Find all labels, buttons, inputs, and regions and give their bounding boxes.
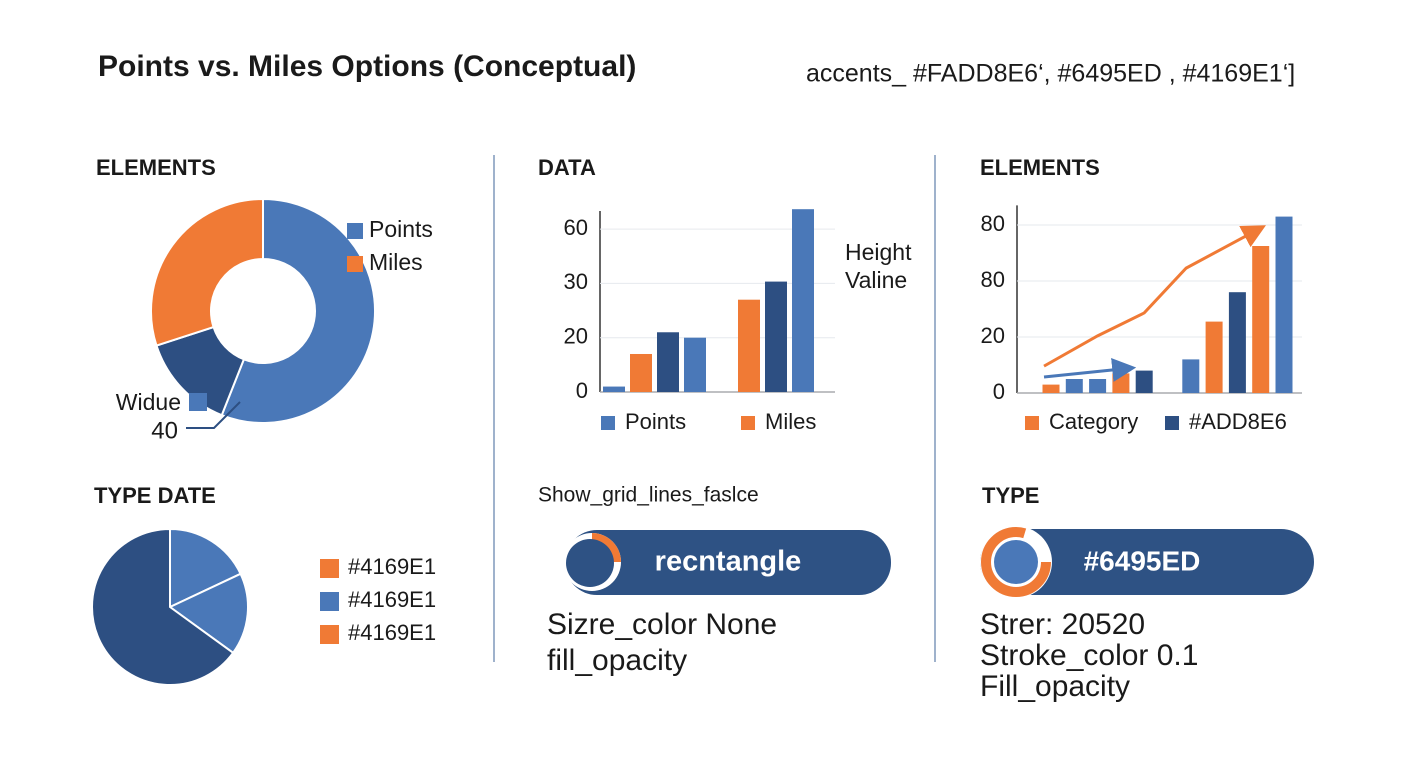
bar [603, 386, 625, 392]
pill [565, 530, 891, 595]
legend-label: Category [1049, 409, 1138, 434]
legend-swatch [347, 256, 363, 272]
pill [980, 529, 1314, 595]
body-text: Fill_opacity [980, 670, 1130, 703]
legend-label: #4169E1 [348, 554, 436, 579]
bar [1042, 384, 1060, 393]
accents: accents_ #FADD8E6‘, #6495ED , #4169E1‘] [806, 60, 1295, 88]
callout-value: 40 [151, 417, 178, 444]
legend-label: Miles [765, 409, 816, 434]
y-axis-label: Height [845, 239, 912, 265]
bar [1065, 379, 1083, 393]
bar [765, 281, 787, 392]
y-tick-label: 20 [981, 323, 1005, 348]
y-tick-label: 80 [981, 267, 1005, 292]
trend-line [1043, 358, 1137, 382]
legend-label: Points [625, 409, 686, 434]
legend-swatch [347, 223, 363, 239]
legend-label: Points [369, 216, 433, 242]
bar [684, 337, 706, 392]
slice [169, 527, 242, 609]
slice [150, 197, 264, 347]
section-title: DATA [538, 155, 596, 180]
legend-swatch [1025, 416, 1039, 430]
bar [1205, 321, 1223, 393]
callout-swatch [189, 393, 207, 411]
caption: Show_grid_lines_faslce [538, 484, 759, 507]
slice [91, 527, 235, 686]
y-tick-label: 80 [981, 211, 1005, 236]
bar [1252, 246, 1270, 393]
section-title: TYPE DATE [94, 483, 216, 508]
bar [738, 299, 760, 392]
section-title: TYPE [982, 483, 1039, 508]
callout-line [186, 401, 241, 429]
pill-label: #6495ED [1084, 545, 1201, 576]
legend-swatch [741, 416, 755, 430]
slice [220, 197, 376, 424]
legend-swatch [320, 625, 339, 644]
pill-dot [994, 540, 1038, 584]
legend-label: #4169E1 [348, 587, 436, 612]
bar [792, 209, 814, 392]
body-text: Sizre_color None [547, 608, 777, 641]
y-tick-label: 30 [564, 269, 588, 294]
body-text: fill_opacity [547, 644, 687, 677]
y-tick-label: 20 [564, 324, 588, 349]
bar [657, 332, 679, 392]
legend-swatch [320, 559, 339, 578]
bar [1135, 370, 1153, 393]
pill-label: recntangle [655, 546, 802, 578]
body-text: Stroke_color 0.1 [980, 639, 1198, 672]
trend-line [1043, 225, 1266, 368]
bar [1182, 359, 1200, 393]
pill-ring-accent [981, 527, 1051, 597]
title: Points vs. Miles Options (Conceptual) [98, 50, 636, 83]
y-axis-label: Valine [845, 267, 907, 293]
y-tick-label: 0 [993, 379, 1005, 404]
bar [1089, 379, 1107, 393]
legend-label: #4169E1 [348, 620, 436, 645]
legend-label: Miles [369, 249, 423, 275]
legend-swatch [601, 416, 615, 430]
section-title: ELEMENTS [980, 155, 1100, 180]
legend-swatch [320, 592, 339, 611]
legend-label: #ADD8E6 [1189, 409, 1287, 434]
callout-label: Widue [116, 389, 181, 415]
body-text: Strer: 20520 [980, 608, 1145, 641]
legend-swatch [1165, 416, 1179, 430]
section-title: ELEMENTS [96, 155, 216, 180]
pill-dot [566, 539, 614, 587]
bar [630, 353, 652, 392]
y-tick-label: 0 [576, 378, 588, 403]
bar [1228, 292, 1246, 393]
slice [168, 572, 249, 655]
y-tick-label: 60 [564, 215, 588, 240]
bar [1275, 216, 1293, 393]
bar [1112, 373, 1130, 393]
